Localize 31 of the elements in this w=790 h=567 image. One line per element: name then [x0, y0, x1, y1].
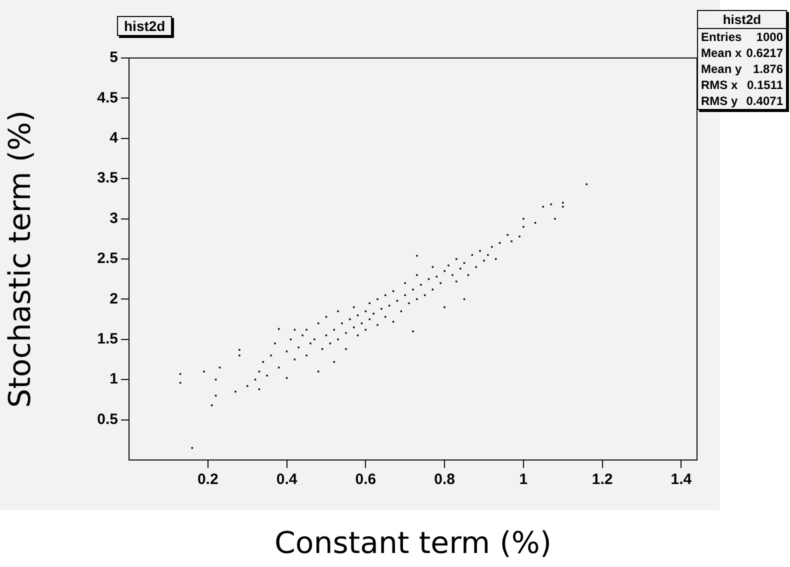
y-tick-label: 2	[110, 290, 118, 308]
text: hist2d	[698, 11, 786, 29]
x-tick-label: 1	[519, 471, 528, 488]
y-tick-label: 2.5	[97, 250, 118, 268]
y-tick-label: 3	[110, 210, 118, 227]
y-tick-label: 0.5	[97, 410, 118, 428]
chart-title: hist2d	[117, 16, 172, 36]
x-tick-label: 1.2	[592, 471, 613, 488]
x-tick-label: 0.8	[434, 471, 455, 488]
x-axis-title: Constant term (%)	[274, 526, 552, 561]
x-tick-label: 0.6	[355, 471, 376, 488]
text: 0.1511	[746, 77, 783, 93]
text: 1000	[756, 29, 783, 45]
text: Mean x	[701, 45, 742, 61]
y-tick-label: 5	[110, 49, 118, 66]
x-tick-label: 1.4	[670, 471, 692, 488]
x-tick-label: 0.4	[276, 471, 298, 488]
text: Entries	[701, 29, 742, 45]
y-tick-label: 1	[110, 370, 118, 388]
text: RMS x	[701, 77, 738, 93]
x-tick-label: 0.2	[197, 471, 218, 488]
y-tick-label: 3.5	[97, 170, 118, 187]
y-axis-title: Stochastic term (%)	[2, 110, 38, 408]
text: 0.4071	[746, 93, 783, 109]
y-tick-label: 4	[110, 130, 119, 147]
text: 1.876	[752, 61, 783, 77]
y-tick-label: 4.5	[97, 89, 118, 106]
text: Mean y	[701, 61, 742, 77]
text: 0.6217	[746, 45, 783, 61]
text: RMS y	[701, 93, 738, 109]
y-tick-label: 1.5	[97, 330, 118, 348]
